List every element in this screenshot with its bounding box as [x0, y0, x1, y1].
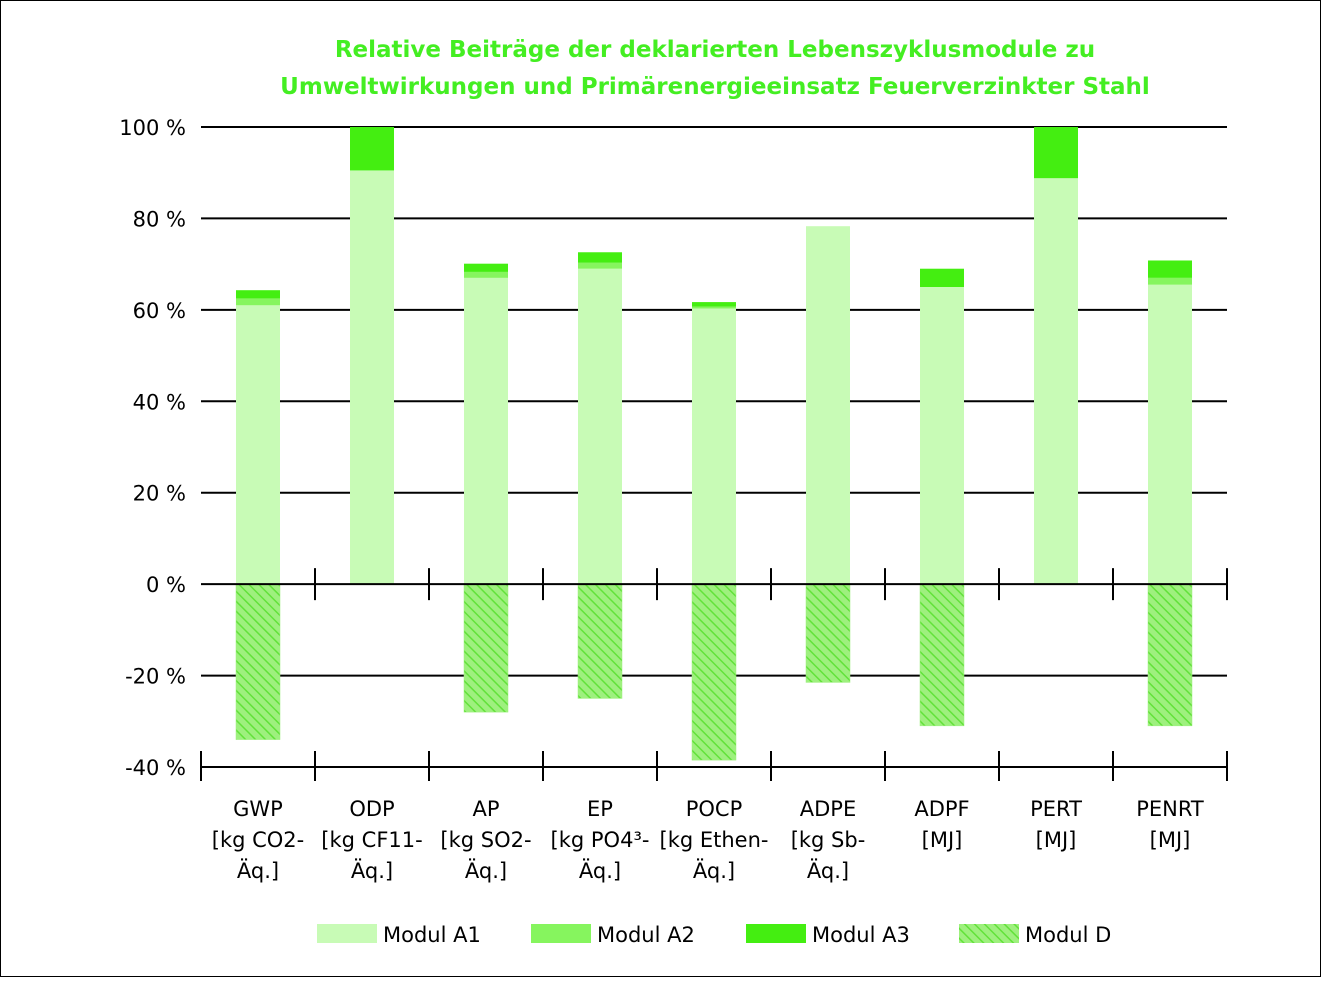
- legend-swatch: [317, 924, 377, 943]
- bar-modul-d: [577, 583, 623, 699]
- legend-swatch: [531, 924, 591, 943]
- bar-modul-d: [235, 583, 281, 740]
- bar-series: [235, 127, 1193, 761]
- bar-modul-a1: [692, 308, 736, 585]
- x-category-label: POCP [kg Ethen-Äq.]: [660, 797, 769, 883]
- y-tick-label: -20 %: [125, 665, 186, 689]
- y-tick-label: 20 %: [133, 482, 186, 506]
- bar-modul-a2: [236, 298, 280, 306]
- chart-title-line-2: Umweltwirkungen und Primärenergieeinsatz…: [280, 74, 1150, 100]
- y-tick-label: 0 %: [146, 573, 186, 597]
- bar-modul-a3: [920, 268, 964, 287]
- bar-modul-a1: [236, 305, 280, 585]
- bar-modul-a3: [692, 302, 736, 307]
- bar-modul-d: [805, 583, 851, 683]
- y-tick-label: -40 %: [125, 756, 186, 780]
- axes: [200, 568, 1228, 781]
- x-category-label: ADPF [MJ]: [914, 797, 969, 852]
- bar-modul-a1: [1148, 284, 1192, 585]
- bar-modul-a3: [578, 252, 622, 263]
- x-category-label: AP [kg SO2-Äq.]: [440, 797, 531, 883]
- x-category-label: ADPE [kg Sb-Äq.]: [791, 797, 866, 883]
- bar-modul-a1: [1034, 178, 1078, 585]
- bar-modul-a3: [464, 263, 508, 272]
- x-category-label: PENRT [MJ]: [1136, 797, 1204, 852]
- legend-swatch: [746, 924, 806, 943]
- legend: Modul A1 Modul A2 Modul A3 Modul D: [317, 923, 1111, 947]
- x-category-label: PERT [MJ]: [1030, 797, 1082, 852]
- chart-title: Relative Beiträge der deklarierten Leben…: [280, 37, 1150, 100]
- bar-modul-a3: [1034, 127, 1078, 179]
- x-axis-category-labels: GWP [kg CO2-Äq.]ODP [kg CF11-Äq.]AP [kg SO2…: [212, 797, 1204, 883]
- bar-modul-a1: [806, 226, 850, 585]
- legend-swatch: [959, 924, 1019, 943]
- bar-modul-a3: [1148, 260, 1192, 278]
- x-category-label: GWP [kg CO2-Äq.]: [212, 797, 305, 883]
- bar-modul-d: [463, 583, 509, 713]
- bar-modul-a1: [920, 287, 964, 585]
- bar-modul-a3: [236, 290, 280, 299]
- bar-modul-a2: [692, 306, 736, 309]
- bar-modul-a1: [578, 268, 622, 585]
- y-tick-label: 80 %: [133, 207, 186, 231]
- bar-modul-a2: [1148, 277, 1192, 285]
- bar-modul-a1: [464, 277, 508, 585]
- bar-modul-a2: [578, 262, 622, 269]
- legend-label: Modul A3: [812, 923, 910, 947]
- bar-modul-a3: [350, 127, 394, 171]
- legend-label: Modul A2: [597, 923, 695, 947]
- x-category-label: ODP [kg CF11-Äq.]: [321, 797, 422, 883]
- bar-modul-d: [1147, 583, 1193, 727]
- bar-modul-d: [691, 583, 737, 761]
- bar-modul-d: [919, 583, 965, 727]
- bar-modul-a2: [464, 271, 508, 278]
- legend-label: Modul D: [1025, 923, 1111, 947]
- y-tick-label: 40 %: [133, 390, 186, 414]
- bar-modul-a1: [350, 170, 394, 585]
- y-tick-label: 60 %: [133, 299, 186, 323]
- legend-label: Modul A1: [383, 923, 481, 947]
- x-category-label: EP [kg PO4³-Äq.]: [551, 797, 650, 883]
- chart-title-line-1: Relative Beiträge der deklarierten Leben…: [335, 37, 1095, 63]
- y-tick-label: 100 %: [119, 116, 186, 140]
- y-axis-tick-labels: 100 % 80 % 60 % 40 % 20 % 0 % -20 % -40 %: [119, 116, 186, 780]
